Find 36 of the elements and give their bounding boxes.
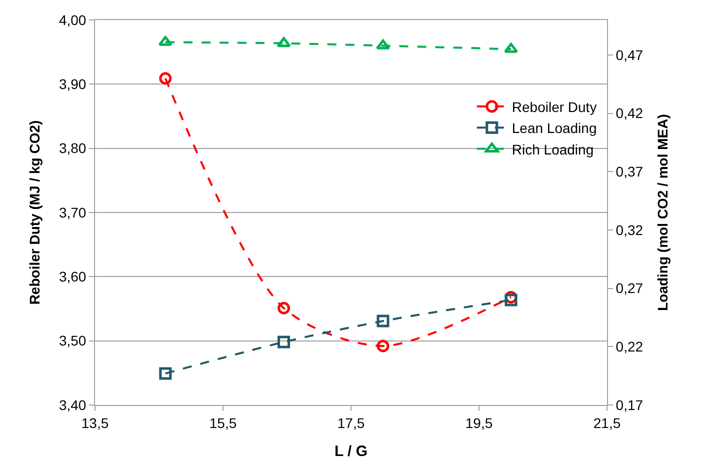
legend-label: Lean Loading (512, 120, 597, 136)
point (158, 36, 172, 46)
y2-tick-label: 0,27 (616, 280, 644, 296)
y-tick-label: 3,90 (58, 76, 86, 92)
y-tick-label: 3,60 (58, 268, 86, 285)
point (278, 336, 290, 348)
legend-label: Rich Loading (512, 141, 594, 158)
y2-tick-label: 0,47 (616, 46, 644, 63)
y-axis-title: Reboiler Duty (MJ / kg CO2) (26, 120, 43, 305)
point (276, 37, 291, 48)
point (159, 72, 172, 85)
y2-tick-label: 0,32 (616, 222, 644, 238)
x-tick-label: 19,5 (465, 414, 493, 431)
y-tick-label: 3,80 (58, 140, 86, 156)
point (159, 367, 172, 380)
point (278, 302, 290, 314)
y2-tick-label: 0,42 (616, 105, 644, 122)
point (376, 340, 390, 352)
point (376, 39, 390, 50)
x-tick-label: 17,5 (337, 414, 365, 431)
x-tick-label: 21,5 (593, 414, 621, 431)
x-tick-label: 15,5 (209, 414, 237, 431)
x-axis-title: L / G (334, 442, 368, 460)
x-tick-label: 13,5 (81, 414, 109, 431)
y-tick-label: 3,40 (58, 396, 86, 413)
point (376, 314, 390, 328)
point (504, 294, 518, 306)
y2-tick-label: 0,17 (616, 396, 644, 413)
y-tick-label: 3,50 (58, 332, 86, 349)
y2-tick-label: 0,37 (616, 164, 644, 180)
y-tick-label: 3,70 (58, 204, 86, 220)
y2-tick-label: 0,22 (616, 338, 644, 355)
y-tick-label: 4,00 (58, 12, 86, 28)
legend-label: Reboiler Duty (512, 98, 597, 115)
y2-axis-title: Loading (mol CO2 / mol MEA) (654, 114, 671, 311)
point (504, 42, 518, 53)
